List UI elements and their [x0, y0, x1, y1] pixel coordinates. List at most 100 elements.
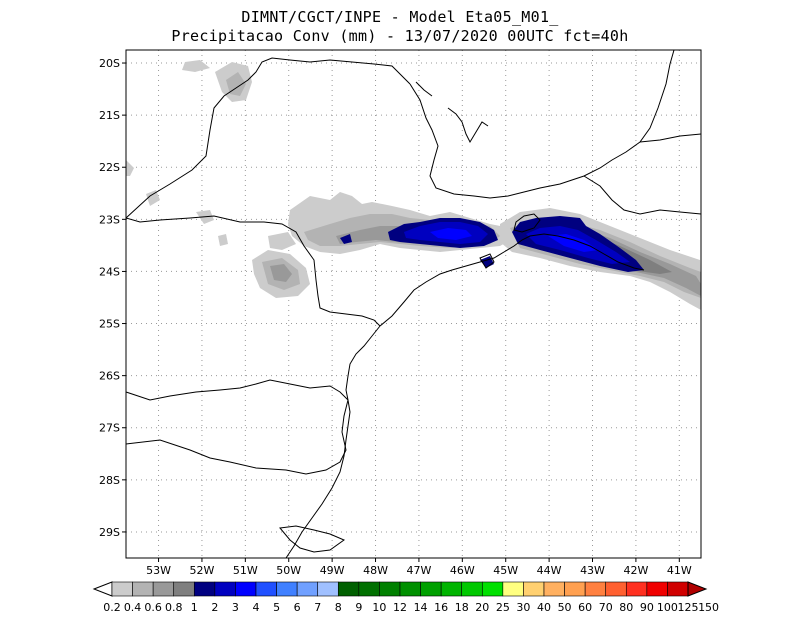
- lat-tick-label: 22S: [99, 161, 120, 174]
- colorbar-label: 9: [355, 601, 362, 614]
- river: [447, 107, 489, 144]
- precip-core-west: [430, 228, 472, 240]
- colorbar-label: 40: [537, 601, 551, 614]
- colorbar-swatch: [461, 581, 483, 597]
- colorbar-lower-arrow: [92, 581, 113, 597]
- lon-tick-label: 51W: [233, 564, 258, 577]
- lon-tick-label: 45W: [493, 564, 518, 577]
- lat-tick-label: 28S: [99, 474, 120, 487]
- lat-tick-label: 29S: [99, 526, 120, 539]
- colorbar-label: 8: [335, 601, 342, 614]
- bay: [513, 213, 541, 233]
- lon-tick-label: 41W: [667, 564, 692, 577]
- colorbar-label: 3: [232, 601, 239, 614]
- coastline: [379, 233, 645, 327]
- lon-tick-label: 52W: [190, 564, 215, 577]
- colorbar-swatch: [111, 581, 133, 597]
- precip-patch-medium: [226, 72, 246, 96]
- colorbar-swatch: [523, 581, 545, 597]
- colorbar-label: 30: [516, 601, 530, 614]
- lon-tick-label: 43W: [580, 564, 605, 577]
- colorbar-swatch: [255, 581, 277, 597]
- colorbar-label: 0.2: [103, 601, 121, 614]
- colorbar-swatch: [296, 581, 319, 597]
- colorbar-swatch: [481, 581, 504, 597]
- colorbar-label: 14: [414, 601, 428, 614]
- lon-tick-label: 47W: [406, 564, 431, 577]
- state-border: [126, 57, 411, 219]
- lon-tick-label: 42W: [623, 564, 648, 577]
- chart-title-line-1: DIMNT/CGCT/INPE - Model Eta05_M01_: [241, 8, 559, 26]
- colorbar: 0.2 0.4 0.6 0.8 1 2 3 4 5 6 7 8 9 10 12 14 16 18 20 25 30 40 5…: [92, 581, 719, 614]
- precip-patch-light: [126, 160, 134, 176]
- colorbar-swatch: [152, 581, 175, 597]
- lat-tick-label: 20S: [99, 57, 120, 70]
- colorbar-swatch: [193, 581, 216, 597]
- colorbar-label: 25: [496, 601, 510, 614]
- colorbar-label: 0.6: [144, 601, 162, 614]
- colorbar-swatch: [399, 581, 421, 597]
- colorbar-swatch: [564, 581, 586, 597]
- colorbar-swatch: [173, 581, 195, 597]
- colorbar-label: 10: [372, 601, 386, 614]
- precipitation-field: [126, 60, 701, 310]
- state-border: [126, 379, 349, 401]
- colorbar-label: 90: [640, 601, 654, 614]
- colorbar-label: 150: [698, 601, 719, 614]
- colorbar-label: 18: [455, 601, 469, 614]
- colorbar-label: 12: [393, 601, 407, 614]
- lon-tick-label: 46W: [450, 564, 475, 577]
- chart-title-line-2: Precipitacao Conv (mm) - 13/07/2020 00UT…: [171, 27, 629, 45]
- colorbar-label: 70: [599, 601, 613, 614]
- state-border: [126, 215, 381, 327]
- colorbar-upper-arrow: [687, 581, 708, 597]
- lat-tick-label: 27S: [99, 422, 120, 435]
- colorbar-label: 125: [678, 601, 699, 614]
- precip-patch-dark: [270, 264, 292, 282]
- colorbar-swatch: [132, 581, 154, 597]
- latitude-labels: 20S 21S 22S 23S 24S 25S 26S 27S 28S 29S: [99, 57, 126, 539]
- colorbar-label: 1: [191, 601, 198, 614]
- colorbar-swatch: [440, 581, 463, 597]
- lat-tick-label: 23S: [99, 213, 120, 226]
- colorbar-swatch: [502, 581, 524, 597]
- lat-tick-label: 24S: [99, 265, 120, 278]
- precip-patch-light: [218, 234, 228, 246]
- colorbar-label: 100: [657, 601, 678, 614]
- lon-tick-label: 48W: [363, 564, 388, 577]
- lat-tick-label: 26S: [99, 370, 120, 383]
- colorbar-swatch: [317, 581, 339, 597]
- colorbar-label: 20: [475, 601, 489, 614]
- colorbar-label: 16: [434, 601, 448, 614]
- colorbar-label: 50: [558, 601, 572, 614]
- colorbar-label: 60: [578, 601, 592, 614]
- lat-tick-label: 21S: [99, 109, 120, 122]
- precip-core-small: [340, 234, 352, 244]
- river: [415, 81, 433, 97]
- lagoon: [279, 525, 346, 553]
- colorbar-label: 2: [211, 601, 218, 614]
- colorbar-label: 6: [294, 601, 301, 614]
- colorbar-swatch: [584, 581, 607, 597]
- colorbar-swatch: [667, 581, 689, 597]
- colorbar-swatch: [214, 581, 236, 597]
- precip-patch-light: [182, 60, 210, 72]
- longitude-labels: 53W 52W 51W 50W 49W 48W 47W 46W 45W 44W 43W 42W 41W: [146, 558, 692, 577]
- precip-patch-light: [268, 232, 296, 250]
- colorbar-swatch: [379, 581, 401, 597]
- colorbar-swatch: [420, 581, 442, 597]
- colorbar-swatch: [646, 581, 668, 597]
- colorbar-swatch: [543, 581, 565, 597]
- precip-core-east: [548, 234, 598, 252]
- colorbar-label: 7: [314, 601, 321, 614]
- colorbar-swatch: [337, 581, 360, 597]
- graticule: [126, 50, 701, 558]
- state-border: [126, 399, 349, 475]
- colorbar-label: 4: [253, 601, 260, 614]
- map-frame-background: [126, 50, 701, 558]
- state-border: [639, 133, 701, 143]
- colorbar-swatch: [358, 581, 380, 597]
- colorbar-label: 80: [619, 601, 633, 614]
- political-boundaries: [126, 50, 701, 558]
